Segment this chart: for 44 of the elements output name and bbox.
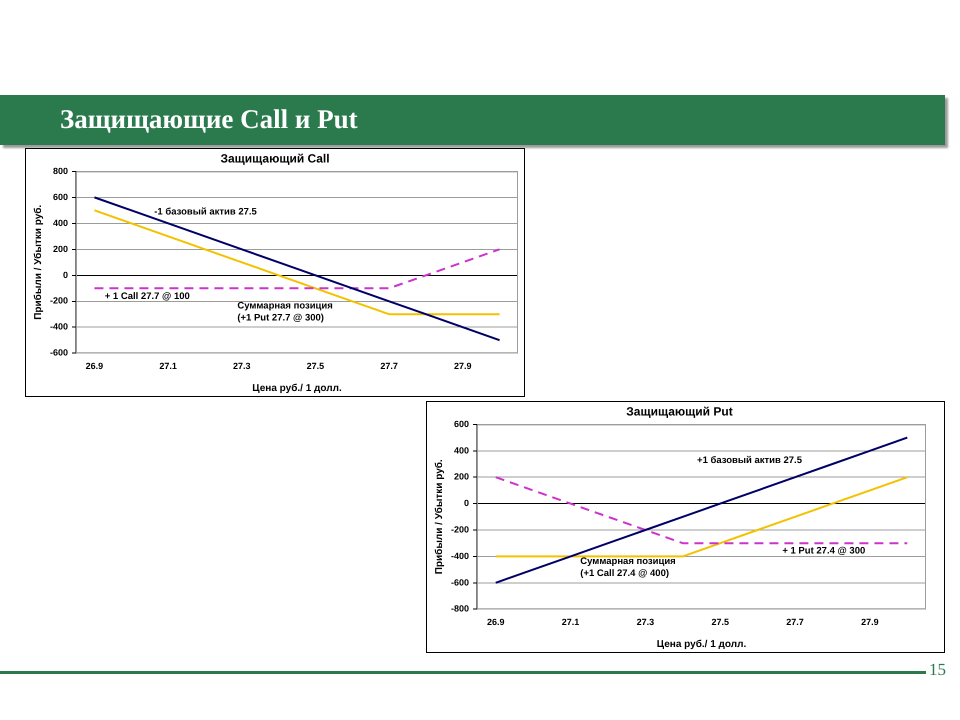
series-label: Суммарная позиция (+1 Call 27.4 @ 400) [580, 556, 676, 579]
x-tick-label: 27.9 [861, 617, 879, 628]
y-tick-label: 200 [454, 472, 470, 482]
y-tick-label: 600 [454, 418, 470, 429]
y-tick-label: 200 [52, 244, 68, 254]
y-tick-label: 800 [52, 166, 68, 176]
x-tick-label: 27.7 [380, 361, 398, 372]
y-tick-label: -200 [451, 524, 470, 534]
y-axis-title: Прибыли / Убытки руб. [32, 204, 44, 320]
x-tick-label: 27.3 [636, 617, 654, 628]
y-tick-label: 400 [454, 445, 470, 456]
y-tick-label: -800 [451, 604, 470, 614]
series-label: Суммарная позиция (+1 Put 27.7 @ 300) [237, 300, 333, 324]
x-tick-label: 27.1 [159, 361, 177, 372]
y-tick-label: 0 [63, 270, 68, 280]
x-axis-title: Цена руб./ 1 долл. [656, 638, 746, 650]
x-tick-label: 27.5 [711, 617, 729, 628]
x-tick-label: 27.5 [306, 361, 324, 372]
y-axis-title: Прибыли / Убытки руб. [434, 459, 445, 574]
x-tick-label: 27.9 [454, 361, 472, 372]
series-label: + 1 Put 27.4 @ 300 [782, 546, 866, 557]
chart-title: Защищающий Put [626, 404, 733, 419]
x-tick-label: 26.9 [86, 361, 104, 372]
line-series [93, 248, 501, 290]
y-tick-label: -200 [50, 296, 68, 306]
x-tick-label: 27.1 [562, 617, 580, 628]
y-tick-label: 400 [52, 218, 68, 228]
x-tick-label: 26.9 [486, 617, 504, 628]
text: Защищающие Call и Put [60, 103, 358, 136]
y-tick-label: 0 [464, 498, 470, 508]
y-tick-label: -600 [451, 577, 470, 588]
chart-title: Защищающий Call [220, 152, 330, 166]
x-tick-label: 27.3 [232, 361, 251, 372]
y-tick-label: 600 [52, 192, 68, 202]
series-label: +1 базовый актив 27.5 [697, 454, 803, 466]
x-axis-title: Цена руб./ 1 долл. [252, 382, 342, 394]
y-tick-label: -600 [50, 348, 68, 358]
text: 15 [929, 660, 946, 680]
y-tick-label: -400 [451, 550, 470, 561]
line-series [494, 476, 908, 544]
x-tick-label: 27.7 [786, 617, 804, 628]
series-label: + 1 Call 27.7 @ 100 [104, 291, 190, 302]
series-label: -1 базовый актив 27.5 [154, 206, 258, 218]
y-tick-label: -400 [50, 322, 68, 332]
